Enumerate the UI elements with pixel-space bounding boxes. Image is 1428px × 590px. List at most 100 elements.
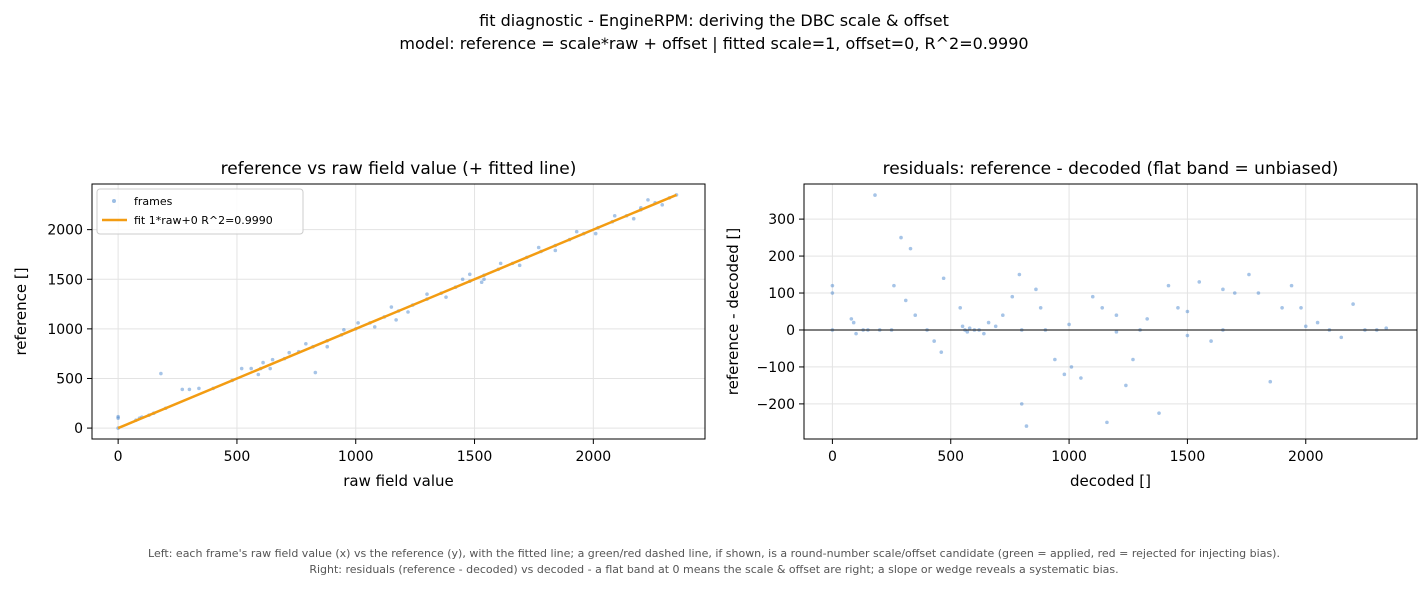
right-data-point — [1166, 283, 1171, 288]
right-data-point — [1339, 335, 1344, 340]
left-data-point — [180, 387, 185, 392]
right-x-tick-label: 1000 — [1051, 449, 1087, 465]
left-data-point — [425, 292, 429, 296]
left-data-point — [646, 198, 650, 202]
right-data-point — [849, 317, 854, 321]
left-plot-title: reference vs raw field value (+ fitted l… — [221, 159, 577, 179]
right-data-point — [1038, 306, 1043, 310]
left-data-point — [249, 366, 253, 371]
left-data-point — [268, 366, 272, 371]
right-data-point — [1131, 357, 1135, 362]
left-data-point — [389, 305, 394, 309]
right-data-point — [1303, 324, 1308, 329]
figure-title: fit diagnostic - EngineRPM: deriving the… — [479, 11, 949, 30]
right-data-point — [939, 350, 944, 354]
left-data-point — [116, 416, 120, 420]
left-data-point — [444, 295, 448, 299]
left-ticks: 0 500 1000 1500 2000 0 500 1000 1500 2000 — [47, 223, 611, 465]
left-data-point — [356, 321, 360, 325]
right-x-tick-label: 1500 — [1170, 449, 1206, 465]
left-data-point — [394, 318, 398, 322]
right-x-tick-label: 500 — [937, 449, 964, 465]
right-data-point — [1053, 357, 1057, 362]
right-data-point — [1268, 379, 1273, 384]
right-data-point — [908, 246, 913, 251]
right-data-point — [851, 320, 856, 325]
right-plot-frame — [803, 183, 1418, 440]
legend-marker-frames — [112, 199, 116, 203]
left-data-point — [187, 387, 192, 392]
left-data-point — [304, 341, 308, 346]
right-y-tick-label: 200 — [768, 249, 795, 265]
right-y-tick-label: 0 — [786, 323, 795, 339]
left-data-point — [261, 360, 265, 365]
right-data-point — [1209, 339, 1213, 343]
right-plot: 0 500 1000 1500 2000 −200 −100 0 100 200 300 resid… — [724, 159, 1418, 490]
left-x-axis-label: raw field value — [343, 472, 454, 490]
right-data-point — [854, 331, 858, 336]
right-data-point — [958, 306, 963, 310]
left-data-point — [593, 231, 598, 236]
left-data-point — [239, 366, 244, 371]
right-data-point — [1176, 306, 1180, 310]
left-y-tick-label: 2000 — [47, 223, 83, 239]
right-data-point — [993, 324, 998, 329]
left-data-point — [482, 277, 486, 282]
right-data-point — [1001, 313, 1005, 317]
left-data-point — [197, 386, 201, 391]
right-y-axis-label: reference - decoded [] — [724, 228, 742, 396]
right-data-point — [1079, 376, 1083, 380]
right-data-point — [1010, 294, 1015, 299]
left-y-tick-label: 1000 — [47, 322, 83, 338]
left-data-point — [574, 229, 579, 234]
left-data-point — [325, 344, 330, 349]
right-data-point — [1090, 294, 1095, 299]
left-x-tick-label: 1000 — [338, 449, 374, 465]
left-data-point — [536, 245, 541, 250]
right-data-point — [1034, 287, 1038, 292]
right-data-point — [1114, 313, 1119, 317]
left-data-point — [159, 371, 163, 376]
right-data-point — [1221, 287, 1225, 292]
left-data-point — [342, 328, 346, 332]
right-data-point — [1185, 309, 1190, 314]
left-x-tick-label: 0 — [114, 449, 123, 465]
left-data-point — [256, 372, 261, 377]
right-x-tick-label: 2000 — [1288, 449, 1324, 465]
left-data-point — [660, 203, 665, 207]
left-data-point — [460, 277, 465, 282]
right-data-point — [941, 276, 946, 281]
right-data-point — [1289, 283, 1294, 288]
right-data-point — [1384, 326, 1389, 330]
legend-label-fit: fit 1*raw+0 R^2=0.9990 — [134, 214, 273, 227]
left-y-axis-label: reference [] — [12, 267, 30, 355]
right-data-point — [986, 320, 991, 325]
right-x-axis-label: decoded [] — [1070, 472, 1151, 490]
right-data-point — [1024, 424, 1029, 428]
right-data-point — [960, 324, 965, 329]
right-data-point — [932, 339, 936, 343]
right-ticks: 0 500 1000 1500 2000 −200 −100 0 100 200 300 — [757, 212, 1324, 465]
figure-subtitle: model: reference = scale*raw + offset | … — [399, 34, 1029, 53]
left-x-tick-label: 1500 — [457, 449, 493, 465]
right-data-point — [1019, 402, 1024, 406]
right-data-point — [1232, 291, 1237, 295]
right-data-point — [913, 313, 918, 317]
right-data-point — [903, 298, 908, 303]
left-fit-line-group — [117, 193, 677, 430]
right-grid — [804, 184, 1417, 439]
right-data-point — [1280, 306, 1284, 310]
right-data-point — [967, 326, 972, 330]
right-y-tick-label: 100 — [768, 286, 795, 302]
left-data-point — [612, 213, 617, 218]
left-data-point — [631, 216, 636, 221]
right-x-tick-label: 0 — [828, 449, 837, 465]
right-data-point — [1114, 330, 1119, 334]
right-data-point — [1351, 302, 1355, 306]
left-data-point — [270, 357, 275, 362]
right-points — [830, 193, 1389, 428]
left-data-point — [313, 370, 318, 375]
left-data-point — [372, 325, 377, 329]
right-y-tick-label: −100 — [757, 360, 795, 376]
